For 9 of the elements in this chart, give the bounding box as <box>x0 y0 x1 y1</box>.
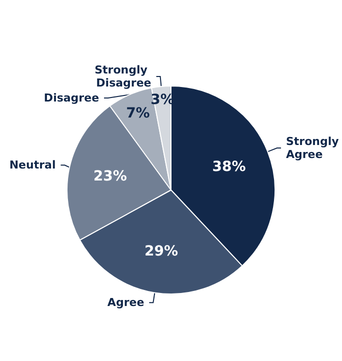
data-label: 23% <box>93 168 127 184</box>
slice-label: Strongly Agree <box>286 135 342 162</box>
data-label: 29% <box>144 244 178 260</box>
data-label: 7% <box>126 106 150 122</box>
slice-label: Agree <box>107 296 144 310</box>
slice-label: Neutral <box>9 158 56 172</box>
slice-label: Strongly Disagree <box>94 64 152 90</box>
slice-label: Disagree <box>44 92 100 105</box>
data-label: 38% <box>212 159 246 176</box>
